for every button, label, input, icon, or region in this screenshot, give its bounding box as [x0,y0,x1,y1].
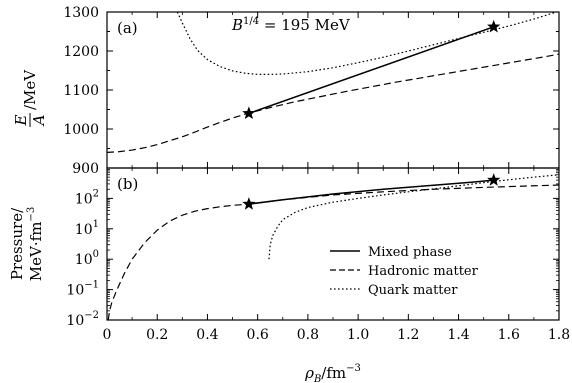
y-title-b-line1: Pressure/ [8,207,26,280]
panel-a-annotation: B1/4 = 195 MeV [231,16,351,34]
y-title-a-numerator: E [12,114,30,126]
panel-b-label: (b) [117,175,138,193]
xtick-label: 1.2 [397,327,419,343]
xtick-label: 0.8 [297,327,319,343]
y-axis-title-b: Pressure/MeV·fm−3 [8,207,45,281]
y-title-b-line2: MeV·fm−3 [26,207,45,281]
panel-b-star-marker-1 [487,173,501,186]
panel-b-ytick-label: 101 [75,219,99,238]
x-axis: 0 0.2 0.4 0.6 0.8 1.0 1.2 1.4 1.6 1.8 ρB/fm−3 [103,12,570,383]
panel-b: 10−2 10−1 100 101 102 (b) Mixed phase Hadronic … [66,167,560,329]
panel-b-ytick-label: 100 [75,249,99,268]
panel-b-frame [106,167,560,321]
panel-b-series [107,174,559,320]
panel-b-ytick-label: 102 [75,188,99,207]
y-title-a-denominator: A [30,114,48,127]
xtick-label: 0.4 [196,327,218,343]
xtick-label: 0.2 [146,327,168,343]
panel-a-frame [106,11,560,169]
panel-a-ytick-label: 1100 [63,83,99,99]
legend-label-hadronic-matter: Hadronic matter [368,264,479,279]
panel-a-label: (a) [117,19,138,37]
panel-b-ytick-label: 10−1 [66,280,99,299]
panel-a-ytick-label: 1300 [63,5,99,21]
x-axis-title: ρB/fm−3 [304,363,361,383]
panel-a-y-title: E A/MeV [12,69,48,128]
panel-b-star-marker-0 [242,197,256,210]
panel-a-star-marker-1 [487,19,501,33]
xtick-label: 1.6 [498,327,520,343]
xtick-label: 1.0 [347,327,369,343]
panel-a-ytick-label: 900 [72,161,99,177]
panel-a-hadronic-matter-line [107,53,559,153]
panel-a-ytick-label: 1000 [63,122,99,138]
panel-b-y-title: Pressure/MeV·fm−3 [8,207,45,281]
panel-a-series [107,12,559,153]
legend-label-quark-matter: Quark matter [368,283,458,298]
panel-a-mixed-phase-line [248,26,494,115]
panel-a-ytick-label: 1200 [63,44,99,60]
y-axis-title-a: E A/MeV [12,69,48,128]
panel-a: 900 1000 1100 1200 1300 (a) B1/4 = 195 MeV [63,5,560,177]
panel-b-hadronic-matter-line [107,184,559,320]
panel-b-mixed-phase-line [248,179,494,205]
legend: Mixed phase Hadronic matter Quark matter [330,245,479,298]
xtick-label: 0.6 [247,327,269,343]
legend-label-mixed-phase: Mixed phase [368,245,452,260]
y-title-a-unit: /MeV [21,69,39,110]
xtick-label: 1.4 [447,327,469,343]
xtick-label: 1.8 [548,327,570,343]
panel-b-ytick-label: 10−2 [66,310,99,329]
panel-a-star-marker-0 [242,106,256,120]
xtick-label: 0 [103,327,112,343]
